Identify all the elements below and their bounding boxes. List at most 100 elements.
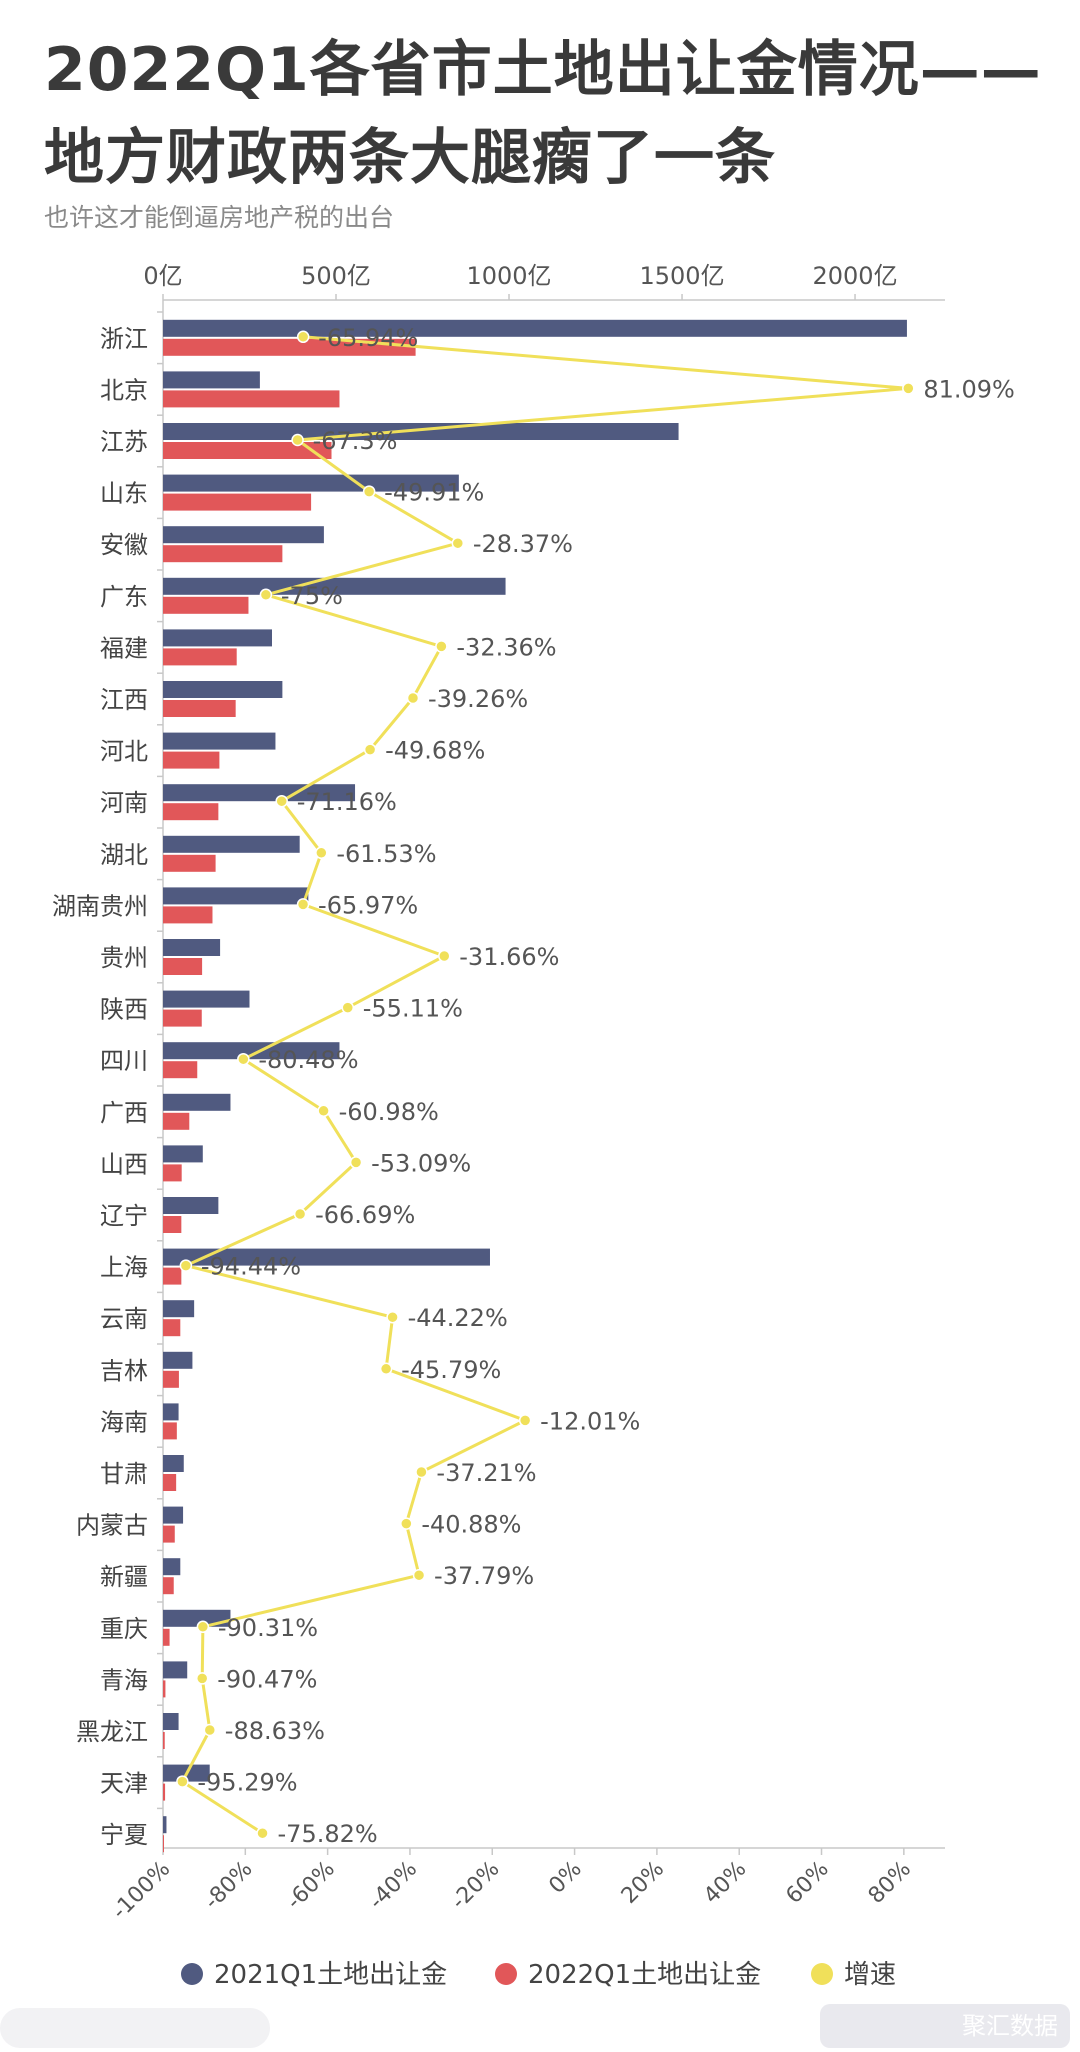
bar-2022q1	[163, 1112, 190, 1130]
bar-2021q1	[163, 371, 260, 389]
legend-label: 2021Q1土地出让金	[214, 1960, 447, 1990]
bar-2021q1	[163, 887, 309, 905]
bar-2021q1	[163, 1197, 219, 1214]
bar-2021q1	[163, 629, 272, 647]
category-label: 新疆	[100, 1563, 148, 1591]
category-label: 黑龙江	[76, 1718, 148, 1746]
bar-2021q1	[163, 1300, 195, 1318]
category-label: 宁夏	[100, 1821, 148, 1849]
bar-2022q1	[163, 596, 249, 614]
growth-data-label: -49.91%	[384, 479, 484, 507]
bar-2022q1	[163, 390, 340, 408]
bar-2022q1	[163, 1835, 164, 1853]
category-label: 山西	[100, 1150, 148, 1178]
growth-point	[435, 640, 448, 653]
bar-2021q1	[163, 939, 221, 956]
bar-2021q1	[163, 577, 506, 595]
growth-point	[379, 1362, 393, 1376]
growth-data-label: -39.26%	[428, 685, 528, 713]
category-label: 河北	[100, 738, 148, 766]
bar-2022q1	[163, 700, 236, 717]
growth-data-label: -32.36%	[456, 633, 556, 661]
category-label: 云南	[100, 1305, 148, 1333]
blurred-footer-left	[0, 2008, 270, 2048]
category-label: 江西	[100, 686, 148, 714]
category-label: 北京	[100, 376, 148, 404]
category-label: 安徽	[100, 531, 148, 559]
legend-marker	[811, 1963, 833, 1985]
growth-data-label: -60.98%	[339, 1098, 439, 1126]
bar-2021q1	[163, 1351, 193, 1369]
top-axis-tick-label: 0亿	[143, 262, 182, 290]
bar-2021q1	[163, 1248, 490, 1266]
growth-point	[195, 1672, 209, 1685]
bar-2022q1	[163, 906, 213, 924]
growth-point	[415, 1465, 428, 1479]
bar-2022q1	[163, 1577, 174, 1595]
bottom-axis-tick-label: 80%	[864, 1857, 916, 1909]
growth-data-label: -90.47%	[217, 1665, 317, 1693]
legend-marker	[495, 1963, 517, 1985]
bar-2022q1	[163, 1061, 198, 1079]
bar-2021q1	[163, 1609, 231, 1627]
growth-point	[518, 1414, 532, 1427]
growth-point	[196, 1620, 210, 1634]
growth-data-label: -95.29%	[197, 1769, 297, 1797]
growth-point	[363, 743, 377, 756]
growth-point	[237, 1052, 250, 1066]
bottom-axis-tick-label: 0%	[544, 1857, 586, 1899]
category-label: 青海	[100, 1666, 148, 1694]
growth-point	[259, 588, 273, 602]
growth-point	[317, 1104, 330, 1118]
bar-2021q1	[163, 732, 276, 750]
growth-data-label: -44.22%	[408, 1304, 508, 1332]
growth-line	[180, 335, 910, 1835]
growth-data-label: -37.79%	[434, 1562, 534, 1590]
growth-point	[902, 382, 915, 395]
bar-2022q1	[163, 1370, 179, 1388]
bar-2022q1	[163, 1628, 170, 1646]
bar-2022q1	[163, 1525, 175, 1543]
bar-2021q1	[163, 681, 283, 698]
growth-data-label: -12.01%	[540, 1407, 640, 1435]
growth-data-label: 81.09%	[923, 375, 1015, 403]
bar-2022q1	[163, 1319, 181, 1337]
growth-data-label: -40.88%	[421, 1511, 521, 1539]
bottom-axis-tick-label: -80%	[200, 1857, 258, 1915]
bar-2022q1	[163, 1164, 182, 1182]
growth-point	[406, 691, 420, 705]
bar-2022q1	[163, 1009, 202, 1027]
growth-point	[315, 846, 328, 860]
category-label: 福建	[100, 634, 148, 662]
category-label: 山东	[100, 480, 148, 508]
category-label: 陕西	[100, 996, 148, 1024]
bar-2022q1	[163, 751, 220, 769]
growth-data-label: -61.53%	[336, 840, 436, 868]
bar-2022q1	[163, 1732, 165, 1749]
bar-2022q1	[163, 493, 312, 511]
growth-data-label: -65.97%	[318, 891, 418, 919]
category-label: 河南	[100, 789, 148, 817]
growth-data-label: -31.66%	[459, 943, 559, 971]
bar-2021q1	[163, 423, 679, 440]
category-label: 内蒙古	[76, 1512, 148, 1540]
top-axis-tick-label: 1500亿	[639, 262, 724, 290]
bar-2022q1	[163, 648, 237, 666]
category-label: 辽宁	[100, 1202, 148, 1230]
watermark: 聚汇数据	[820, 2004, 1070, 2048]
category-label: 重庆	[100, 1615, 148, 1643]
bar-2021q1	[163, 990, 250, 1008]
growth-point	[291, 433, 304, 447]
growth-data-label: -88.63%	[225, 1717, 325, 1745]
growth-data-label: -75.82%	[278, 1820, 378, 1848]
growth-point	[412, 1568, 426, 1582]
category-label: 吉林	[100, 1357, 148, 1385]
growth-point	[451, 536, 465, 550]
bar-2022q1	[163, 1422, 177, 1440]
growth-data-label: -71.16%	[297, 788, 397, 816]
bar-2021q1	[163, 1713, 179, 1730]
category-label: 浙江	[100, 325, 148, 353]
category-label: 广东	[100, 583, 148, 611]
growth-point	[386, 1310, 399, 1324]
category-label: 广西	[100, 1099, 148, 1127]
